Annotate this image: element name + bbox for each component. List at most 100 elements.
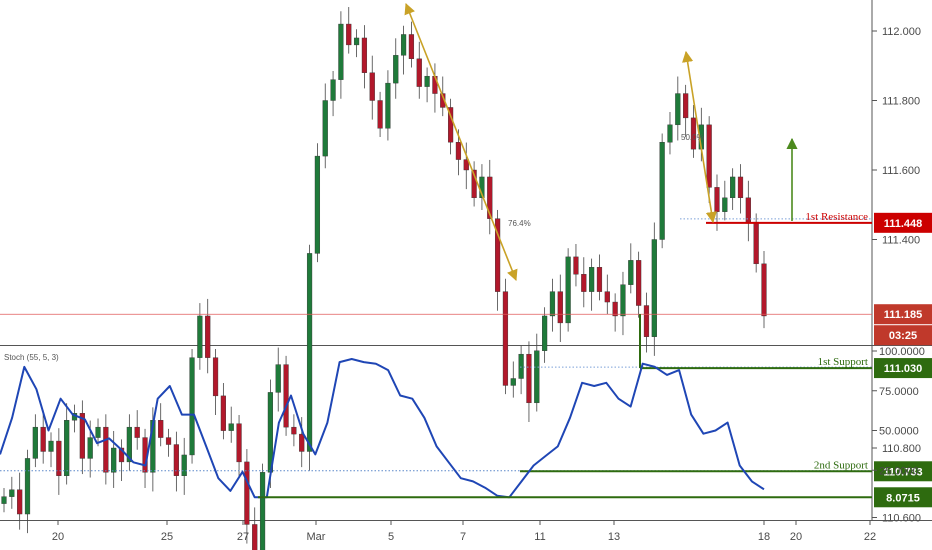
candle-down (573, 256, 579, 275)
candle-down (158, 420, 164, 438)
level-price-tag-text: 111.030 (884, 363, 923, 375)
candle-down (683, 93, 689, 119)
candle-down (291, 426, 297, 435)
time-tick-label: 5 (388, 531, 394, 543)
fib-label-50: 50.0% (681, 133, 704, 142)
candle-up (400, 34, 407, 56)
candle-down (134, 426, 140, 438)
candle-down (377, 100, 383, 129)
candle-down (283, 364, 289, 428)
candle-up (259, 472, 266, 550)
candle-down (408, 34, 415, 59)
stoch-line (0, 358, 765, 499)
time-tick-label: 7 (460, 531, 466, 543)
candle-up (197, 315, 203, 358)
candle-down (236, 423, 242, 463)
candle-down (299, 433, 305, 452)
candle-down (103, 426, 109, 473)
candle-up (338, 23, 344, 80)
candle-down (346, 23, 352, 46)
candle-up (95, 426, 101, 438)
current-price-tag (874, 304, 932, 325)
time-tick-label: 20 (52, 531, 64, 543)
candle-down (596, 267, 603, 292)
countdown-tag (874, 325, 932, 346)
candle-down (220, 395, 226, 431)
stoch-value-tag (874, 487, 932, 508)
time-tick-label: 27 (237, 531, 249, 543)
candle-up (87, 437, 93, 459)
current-price-tag-text: 111.185 (884, 309, 923, 321)
candle-down (643, 305, 650, 337)
candle-up (534, 350, 540, 404)
candle-down (502, 291, 509, 386)
candle-up (651, 239, 657, 338)
candle-up (24, 458, 31, 515)
candle-down (557, 291, 563, 324)
candle-down (165, 437, 172, 445)
candle-up (620, 284, 626, 317)
candle-down (612, 301, 618, 317)
price-tick-label: 110.600 (882, 513, 921, 525)
candle-up (9, 489, 15, 497)
stoch-value-tag-text: 8.0715 (886, 492, 920, 504)
candle-up (549, 291, 556, 317)
price-tick-label: 111.800 (882, 96, 920, 108)
candle-down (244, 461, 250, 525)
countdown-tag-text: 03:25 (889, 330, 917, 342)
candle-down (581, 274, 587, 292)
candle-down (205, 315, 211, 358)
stoch-tick-label: 50.0000 (879, 426, 919, 438)
level-label: 1st Resistance (805, 211, 868, 223)
candle-down (79, 413, 85, 459)
candle-down (761, 263, 767, 317)
candle-up (628, 260, 634, 285)
candle-up (510, 378, 516, 386)
candle-up (126, 426, 132, 463)
candle-down (361, 37, 368, 73)
price-tick-label: 111.400 (882, 235, 920, 247)
candle-down (714, 187, 720, 212)
candle-up (393, 55, 399, 84)
candle-up (32, 426, 38, 459)
price-tick-label: 110.800 (882, 443, 921, 455)
candle-down (416, 58, 422, 87)
candle-down (369, 72, 375, 101)
time-tick-label: 18 (758, 531, 770, 543)
candle-down (636, 260, 642, 306)
level-label: 2nd Support (814, 459, 868, 471)
candle-down (737, 176, 744, 198)
candle-up (659, 141, 665, 240)
candle-up (542, 315, 548, 351)
stoch-tick-label: 75.0000 (879, 386, 919, 398)
main-pane (0, 0, 872, 345)
candle-up (48, 440, 54, 452)
candle-down (604, 291, 610, 303)
candle-up (518, 353, 524, 379)
candle-down (17, 489, 23, 515)
time-tick-label: 22 (864, 531, 876, 543)
stoch-tick-label: 25.0000 (879, 465, 919, 477)
candle-down (706, 124, 712, 188)
level-price-tag (874, 358, 932, 379)
axis-labels: 112.000 111.800 111.600 111.400 110.800 110.6… (52, 26, 925, 543)
candle-up (330, 79, 336, 101)
swing-arrow (404, 2, 518, 282)
candle-up (565, 256, 571, 324)
candle-down (252, 524, 258, 550)
time-tick-label: 25 (161, 531, 173, 543)
price-axis[interactable] (872, 0, 932, 520)
candle-up (111, 447, 117, 473)
candle-up (64, 420, 70, 477)
candle-up (181, 454, 187, 477)
time-tick-label: 20 (790, 531, 802, 543)
candle-up (667, 124, 673, 143)
candle-up (385, 82, 391, 129)
candle-up (228, 423, 234, 431)
candle-down (526, 353, 532, 404)
price-tick-label: 112.000 (882, 26, 921, 38)
candle-up (353, 37, 360, 46)
candle-up (322, 100, 328, 157)
fib-label-76: 76.4% (508, 219, 531, 228)
